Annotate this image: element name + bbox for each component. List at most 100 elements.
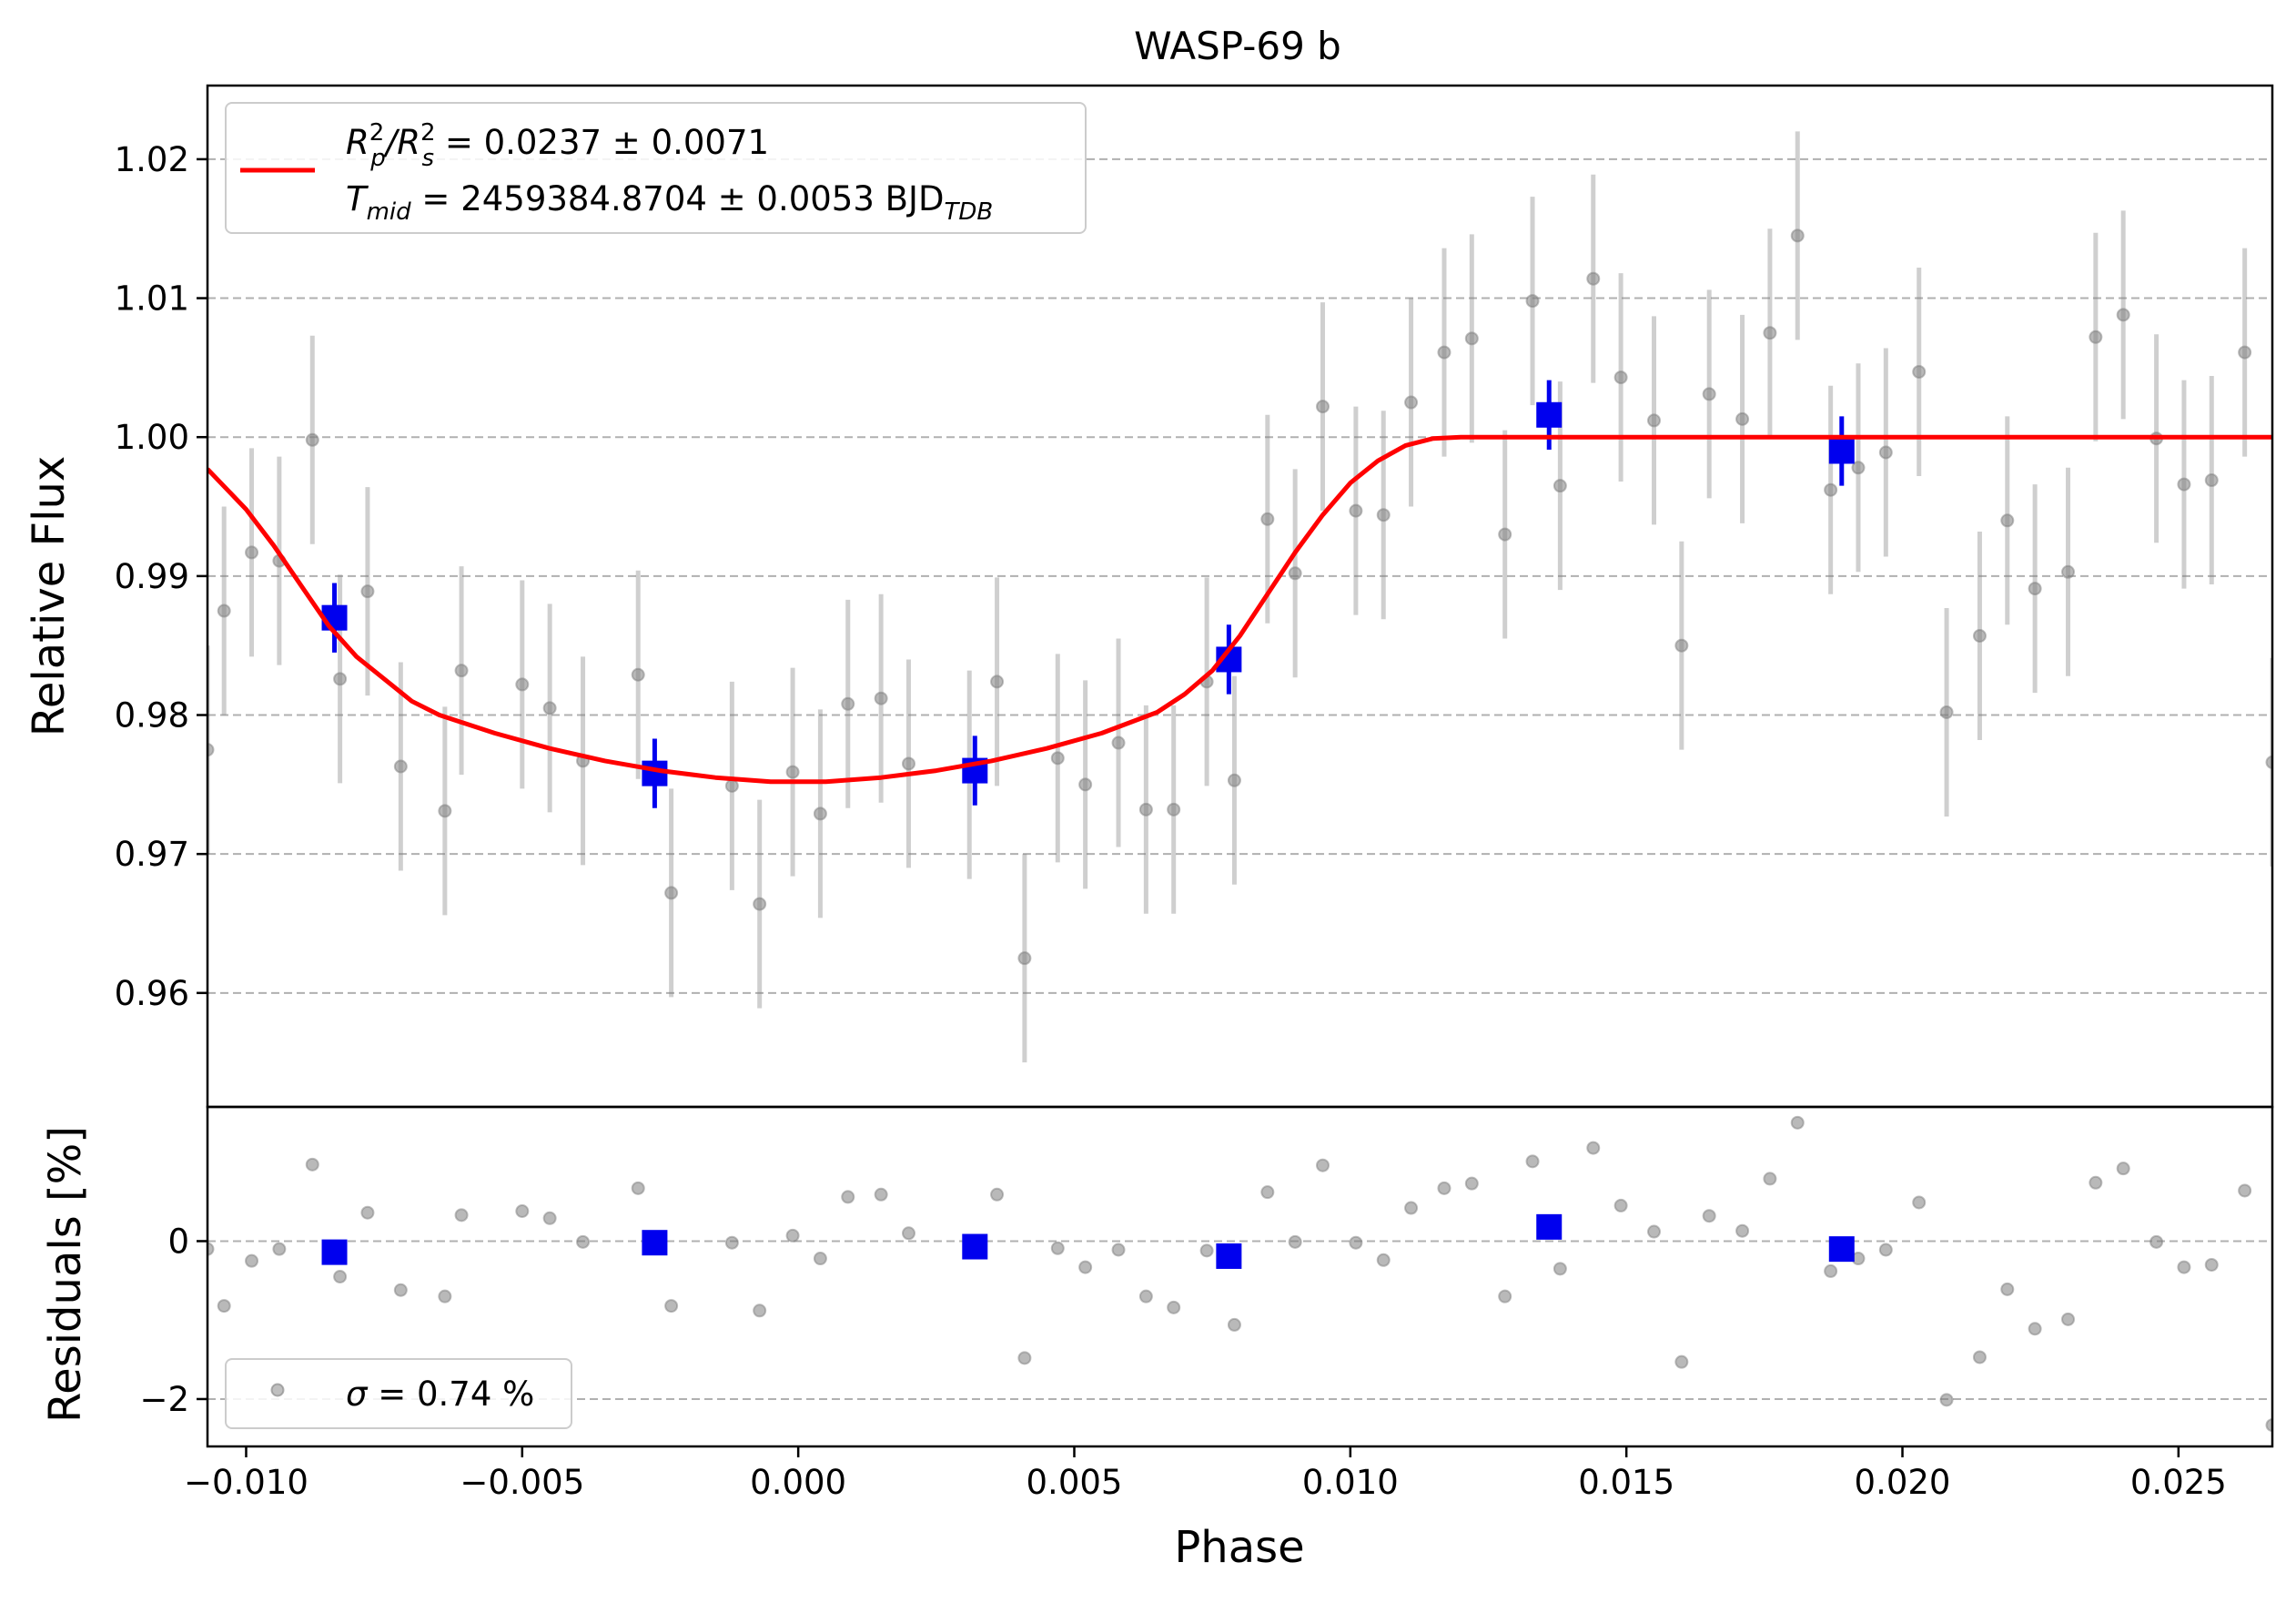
- raw-flux-point: [2265, 755, 2272, 769]
- raw-flux-point: [1824, 482, 1838, 497]
- top-y-tick-label: 0.97: [115, 835, 189, 874]
- raw-flux-point: [1851, 461, 1866, 475]
- x-ticks: −0.010 −0.005 0.000 0.005 0.010 0.015 0.020 0.0…: [184, 1446, 2227, 1502]
- raw-flux-point: [1111, 736, 1126, 750]
- raw-flux-point: [2116, 308, 2130, 322]
- raw-flux-point: [1647, 413, 1662, 428]
- residual-point: [1763, 1172, 1777, 1186]
- residual-point: [305, 1157, 319, 1172]
- residual-point: [785, 1228, 800, 1243]
- x-tick-label: 0.005: [1027, 1463, 1123, 1502]
- residual-point: [1878, 1243, 1893, 1257]
- residual-point: [2089, 1175, 2103, 1190]
- raw-flux-point: [2028, 582, 2042, 596]
- top-y-tick-label: 0.98: [115, 696, 189, 736]
- bottom-legend-box: [225, 1358, 572, 1429]
- binned-residual-point: [1536, 1213, 1563, 1240]
- residual-point: [631, 1181, 645, 1195]
- binned-flux-point: [1828, 438, 1855, 464]
- raw-flux-point: [990, 675, 1005, 689]
- residual-point: [1111, 1243, 1126, 1257]
- residual-point: [1078, 1260, 1093, 1274]
- residual-point: [272, 1242, 287, 1256]
- residual-point: [841, 1190, 855, 1204]
- top-y-tick-label: 1.01: [115, 279, 189, 319]
- raw-flux-point: [1437, 345, 1451, 360]
- residual-point: [2238, 1183, 2252, 1198]
- residual-point: [207, 1242, 215, 1256]
- raw-flux-point: [1586, 271, 1601, 286]
- raw-flux-point: [1878, 445, 1893, 460]
- residual-point: [438, 1289, 452, 1304]
- raw-flux-point: [1260, 512, 1275, 526]
- raw-flux-point: [438, 804, 452, 818]
- binned-flux-point: [642, 760, 668, 786]
- x-tick-label: 0.025: [2130, 1463, 2227, 1502]
- raw-flux-point: [245, 545, 259, 560]
- residual-point: [1288, 1234, 1302, 1249]
- residual-point: [1912, 1195, 1927, 1210]
- raw-flux-point: [2089, 330, 2103, 344]
- residual-point: [1167, 1300, 1181, 1314]
- raw-flux-point: [2177, 477, 2191, 492]
- residual-point: [2177, 1260, 2191, 1274]
- residual-point: [1647, 1224, 1662, 1239]
- raw-flux-point: [1167, 802, 1181, 817]
- raw-flux-point: [813, 807, 827, 821]
- top-y-tick-label: 0.96: [115, 974, 189, 1013]
- raw-flux-point: [333, 672, 348, 686]
- residual-point: [1586, 1141, 1601, 1155]
- raw-flux-point: [515, 677, 530, 692]
- residual-point: [2116, 1162, 2130, 1176]
- x-tick-label: −0.010: [184, 1463, 308, 1502]
- residual-point: [1227, 1317, 1241, 1332]
- raw-flux-point: [1288, 566, 1302, 581]
- raw-flux-point: [753, 897, 767, 911]
- raw-flux-point: [631, 667, 645, 682]
- raw-flux-point: [542, 701, 557, 715]
- binned-flux-point: [1536, 401, 1563, 428]
- bottom-panel: −2 0 −0.010 −0.005 0.000 0.005 0.010 0.015 0.02…: [40, 1105, 2274, 1573]
- residual-point: [1674, 1354, 1689, 1369]
- raw-flux-point: [2061, 564, 2076, 579]
- residual-point: [1050, 1241, 1065, 1255]
- top-grid: [207, 157, 2272, 994]
- raw-flux-point: [724, 778, 739, 793]
- raw-flux-point: [1613, 370, 1628, 385]
- residual-point: [1735, 1223, 1750, 1238]
- residual-point: [1138, 1289, 1153, 1304]
- raw-flux-point: [841, 696, 855, 711]
- raw-flux-point: [2238, 345, 2252, 360]
- residual-point: [217, 1299, 231, 1314]
- bottom-y-tick-label: −2: [139, 1380, 189, 1419]
- residual-point: [1553, 1262, 1567, 1276]
- residual-point: [393, 1283, 408, 1297]
- binned-residual-point: [962, 1233, 988, 1260]
- raw-flux-point: [2000, 513, 2015, 528]
- bottom-y-axis-label: Residuals [%]: [40, 1126, 91, 1423]
- residual-point: [1376, 1253, 1391, 1267]
- top-legend-box: [225, 102, 1087, 234]
- bottom-legend: σ = 0.74 %: [225, 1358, 572, 1429]
- bottom-y-tick-label: 0: [167, 1222, 189, 1261]
- top-plot-area: [207, 131, 2272, 1063]
- residual-point: [874, 1187, 888, 1202]
- transit-model-line: [207, 434, 2272, 785]
- top-y-tick-label: 0.99: [115, 557, 189, 596]
- legend-mid-transit-time: Tmid = 2459384.8704 ± 0.0053 BJDTDB: [346, 179, 993, 226]
- bottom-plot-area: [207, 1115, 2272, 1433]
- residual-point: [1316, 1158, 1330, 1172]
- residual-point: [1824, 1263, 1838, 1278]
- residual-point: [1613, 1198, 1628, 1212]
- raw-flux-point: [1349, 503, 1363, 518]
- x-tick-label: −0.005: [460, 1463, 584, 1502]
- residual-point: [2265, 1418, 2272, 1433]
- binned-residual-point: [642, 1230, 668, 1256]
- residual-point: [1498, 1289, 1512, 1304]
- residual-point: [542, 1211, 557, 1225]
- residual-point: [1972, 1350, 1987, 1365]
- residual-point: [2204, 1257, 2219, 1272]
- residual-point: [990, 1187, 1005, 1202]
